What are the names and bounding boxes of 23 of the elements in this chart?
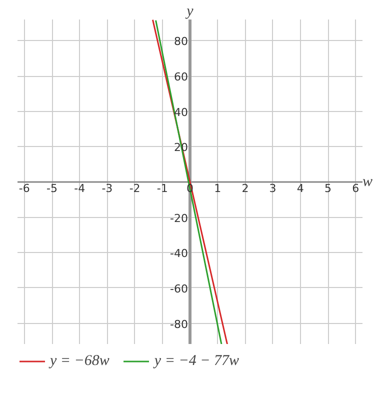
x-tick-label: 5 — [324, 182, 332, 195]
x-tick-label: 0 — [186, 182, 194, 195]
x-tick-label: 4 — [296, 182, 304, 195]
legend-label: y = −4 − 77w — [154, 352, 239, 370]
y-tick-label: -80 — [170, 318, 188, 331]
x-axis-title: w — [362, 174, 373, 190]
y-axis-title: y — [184, 4, 194, 20]
y-tick-label: -40 — [170, 247, 188, 260]
y-tick-label: -20 — [170, 212, 188, 225]
y-tick-label: 80 — [174, 35, 188, 48]
x-tick-label: 2 — [242, 182, 249, 195]
x-tick-label: 3 — [269, 182, 276, 195]
y-tick-label: -60 — [170, 282, 188, 296]
x-tick-label: -2 — [129, 182, 140, 195]
x-tick-label: -3 — [102, 182, 113, 195]
x-tick-label: 6 — [352, 182, 360, 195]
legend-label: y = −68w — [50, 352, 110, 370]
y-tick-label: 60 — [174, 70, 188, 84]
x-tick-label: -1 — [156, 182, 168, 195]
x-tick-label: -4 — [74, 182, 86, 195]
x-tick-label: -6 — [18, 182, 30, 195]
x-tick-label: -5 — [46, 182, 58, 195]
x-tick-label: 1 — [214, 182, 222, 195]
